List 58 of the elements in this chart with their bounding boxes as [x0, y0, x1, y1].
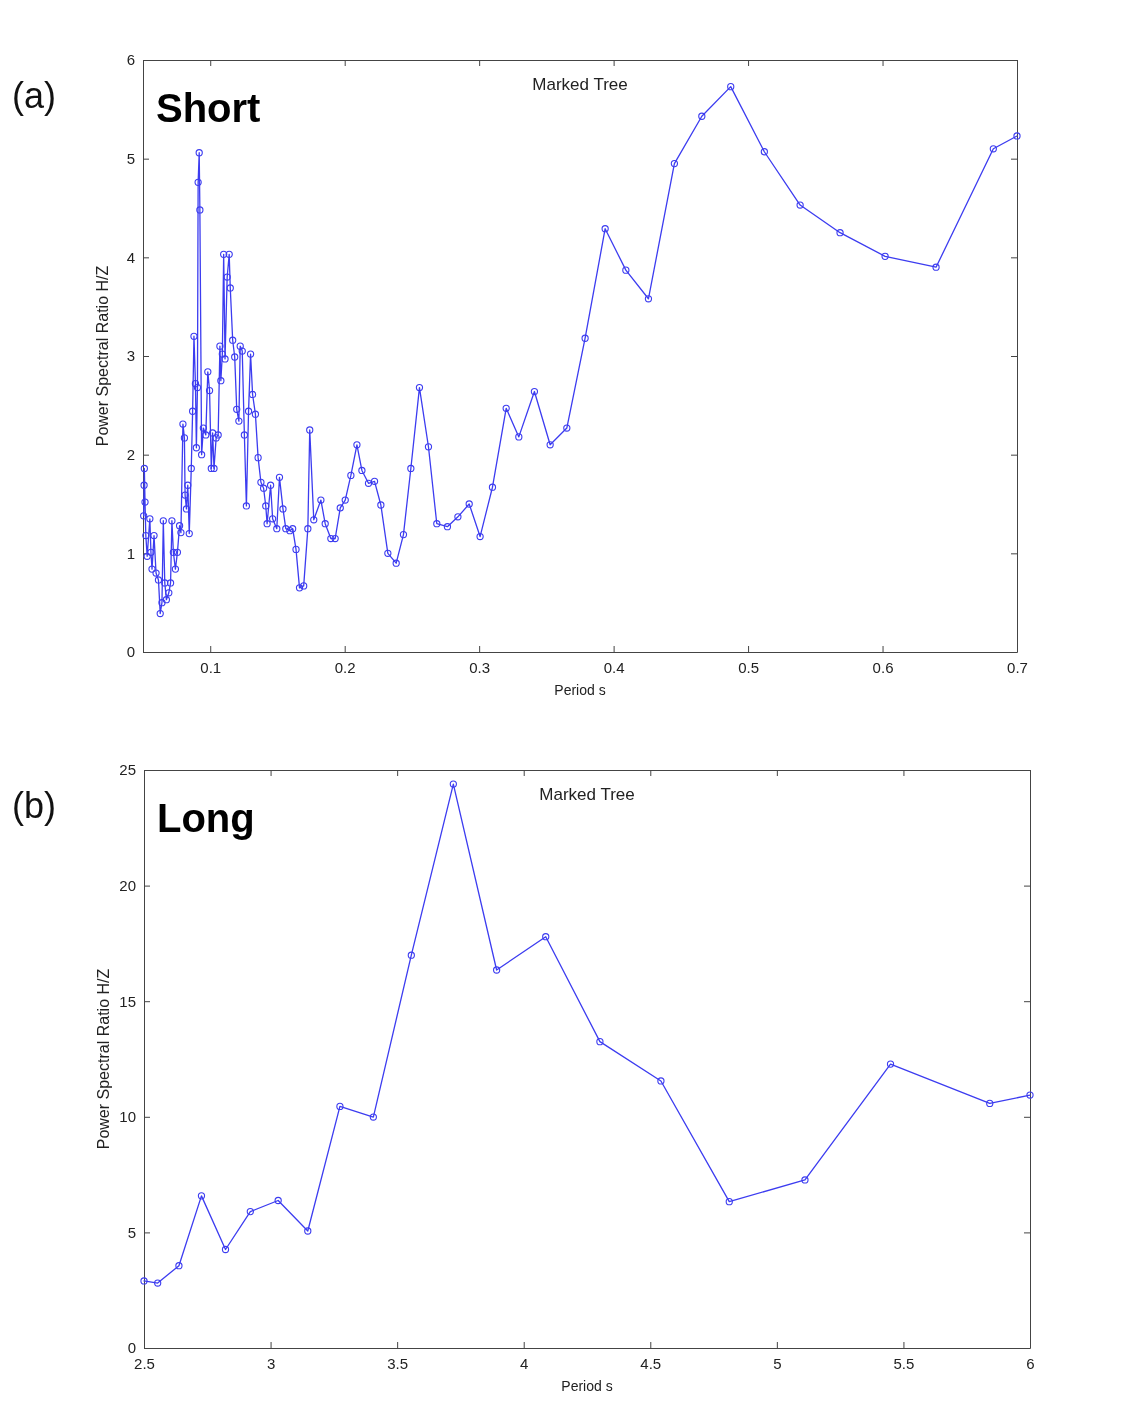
y-tick-label: 1 — [126, 544, 135, 562]
point — [304, 1227, 312, 1235]
point — [246, 1207, 254, 1216]
y-tick-label: 6 — [126, 51, 135, 69]
y-tick-label: 0 — [127, 1339, 136, 1357]
x-tick-label: 3 — [266, 1354, 276, 1372]
y-tick-label: 15 — [119, 992, 136, 1010]
y-tick-label: 20 — [119, 876, 136, 894]
point — [154, 1279, 162, 1287]
x-tick-label: 0.6 — [872, 658, 894, 676]
point — [197, 1192, 206, 1200]
point — [449, 780, 457, 788]
point — [175, 1262, 183, 1270]
y-tick-label: 3 — [126, 347, 135, 365]
point — [886, 1060, 895, 1068]
x-axis-title: Period s — [554, 682, 606, 698]
x-axis-title: Period s — [561, 1378, 613, 1394]
annotation: Long — [157, 796, 255, 840]
text: (b) — [12, 785, 56, 826]
point — [492, 966, 501, 974]
point — [596, 1038, 604, 1046]
point — [986, 1099, 994, 1108]
x-tick-label: 4.5 — [640, 1354, 662, 1372]
point — [657, 1077, 665, 1085]
y-tick-label: 0 — [126, 643, 135, 661]
point — [725, 1198, 733, 1206]
x-tick-label: 3.5 — [387, 1354, 409, 1372]
y-tick-label: 25 — [119, 761, 136, 779]
x-tick-label: 5.5 — [893, 1354, 915, 1372]
point — [369, 1113, 377, 1121]
point — [542, 933, 550, 941]
x-tick-label: 0.3 — [469, 658, 491, 676]
y-tick-label: 10 — [119, 1108, 136, 1126]
text: (a) — [12, 75, 56, 116]
y-axis-title: Power Spectral Ratio H/Z — [95, 968, 112, 1150]
x-tick-label: 0.4 — [603, 658, 625, 676]
x-tick-label: 6 — [1026, 1354, 1035, 1372]
point — [407, 951, 415, 959]
y-tick-label: 4 — [126, 248, 135, 266]
annotation: Short — [156, 86, 261, 130]
x-tick-label: 0.1 — [200, 658, 222, 676]
text: Marked Tree — [539, 785, 635, 804]
x-tick-label: 4 — [520, 1354, 529, 1372]
x-tick-label: 2.5 — [134, 1354, 155, 1372]
x-tick-label: 0.7 — [1007, 658, 1028, 676]
y-tick-label: 5 — [127, 1223, 136, 1241]
text: Marked Tree — [532, 75, 628, 94]
y-tick-label: 5 — [126, 149, 135, 167]
point — [274, 1196, 282, 1205]
point — [336, 1102, 344, 1111]
x-tick-label: 0.5 — [738, 658, 760, 676]
point — [221, 1245, 230, 1254]
y-axis-title: Power Spectral Ratio H/Z — [94, 265, 111, 447]
y-tick-label: 2 — [126, 445, 135, 463]
x-tick-label: 5 — [773, 1354, 782, 1372]
point — [801, 1176, 809, 1184]
line-series — [140, 780, 1034, 1287]
x-tick-label: 0.2 — [334, 658, 356, 676]
